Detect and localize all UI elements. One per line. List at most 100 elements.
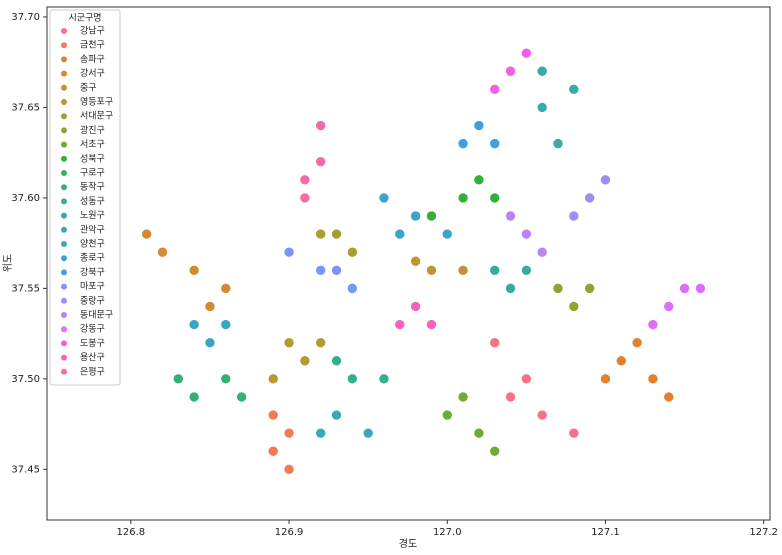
legend-label: 강북구 <box>80 267 105 278</box>
point <box>299 174 311 186</box>
legend-marker <box>61 184 67 191</box>
legend-label: 양천구 <box>80 239 105 250</box>
y-tick-label: 37.65 <box>11 102 40 113</box>
legend-marker <box>61 56 67 63</box>
legend-label: 금천구 <box>80 40 105 51</box>
legend-label: 용산구 <box>80 352 105 363</box>
point <box>267 445 279 457</box>
point <box>552 138 564 149</box>
legend-marker <box>61 99 67 105</box>
point <box>331 355 342 367</box>
legend-label: 구로구 <box>80 168 105 179</box>
y-tick-label: 37.45 <box>11 464 40 475</box>
legend-label: 영등포구 <box>80 97 113 108</box>
point <box>457 192 469 204</box>
point <box>204 337 216 348</box>
legend-marker <box>61 269 67 276</box>
point <box>695 283 706 294</box>
point <box>394 228 406 240</box>
legend-title: 시군구명 <box>68 13 101 24</box>
point <box>299 192 311 204</box>
point <box>236 391 247 403</box>
point <box>489 138 501 149</box>
legend-label: 종로구 <box>80 253 105 264</box>
point <box>505 283 516 294</box>
point <box>568 84 580 95</box>
point <box>505 210 516 222</box>
point <box>220 319 232 330</box>
point <box>489 264 501 276</box>
legend-marker <box>61 84 67 91</box>
point <box>188 319 200 330</box>
point <box>473 120 485 131</box>
legend-label: 성북구 <box>80 153 105 164</box>
legend-marker <box>61 127 67 134</box>
x-axis-label: 경도 <box>399 537 417 550</box>
legend-label: 중랑구 <box>80 294 105 306</box>
legend-label: 송파구 <box>80 54 105 65</box>
legend-marker <box>61 312 67 318</box>
point <box>426 210 437 222</box>
point <box>568 210 580 222</box>
point <box>521 373 532 385</box>
point <box>315 337 326 348</box>
legend-marker <box>61 255 67 262</box>
point <box>315 120 326 131</box>
legend-marker <box>61 28 67 34</box>
legend-marker <box>61 141 67 148</box>
legend-marker <box>61 283 67 290</box>
legend-marker <box>61 297 67 304</box>
legend-label: 강서구 <box>80 68 105 79</box>
plot-frame <box>46 6 771 521</box>
point <box>521 47 532 59</box>
x-tick-label: 127.0 <box>433 527 462 538</box>
point <box>283 427 295 439</box>
legend-marker <box>61 198 67 205</box>
point <box>441 228 453 240</box>
point <box>489 84 501 95</box>
point <box>315 156 326 168</box>
point <box>489 445 501 457</box>
point <box>568 427 580 439</box>
legend-marker <box>61 368 67 375</box>
point <box>663 301 675 312</box>
point <box>347 246 358 258</box>
point <box>457 138 469 149</box>
point <box>220 283 232 294</box>
y-tick-label: 37.70 <box>11 12 40 23</box>
legend-marker <box>61 226 67 233</box>
point <box>489 337 501 348</box>
legend-label: 관악구 <box>80 223 105 235</box>
legend-marker <box>61 70 67 77</box>
point <box>315 427 326 439</box>
legend-label: 노원구 <box>80 210 105 221</box>
legend-label: 강남구 <box>80 26 105 37</box>
point <box>600 373 611 385</box>
point <box>521 228 532 240</box>
legend-marker <box>61 354 67 361</box>
legend-label: 동작구 <box>80 182 105 193</box>
point <box>600 174 611 186</box>
point <box>410 255 421 267</box>
point <box>410 301 421 312</box>
point <box>647 319 659 330</box>
point <box>536 65 548 77</box>
legend-marker <box>61 340 67 347</box>
y-tick-label: 37.60 <box>11 193 40 204</box>
point <box>584 283 595 294</box>
legend-label: 서초구 <box>80 139 105 150</box>
legend-box <box>49 9 121 386</box>
legend-label: 성동구 <box>80 196 105 207</box>
legend-marker <box>61 326 67 333</box>
point <box>615 355 627 367</box>
legend-marker <box>61 113 67 120</box>
y-tick-label: 37.55 <box>11 283 40 294</box>
legend-marker <box>61 170 67 176</box>
point <box>505 65 516 77</box>
point <box>489 192 501 204</box>
point <box>536 246 548 258</box>
legend-marker <box>61 212 67 219</box>
point <box>220 373 232 385</box>
point <box>173 373 184 385</box>
